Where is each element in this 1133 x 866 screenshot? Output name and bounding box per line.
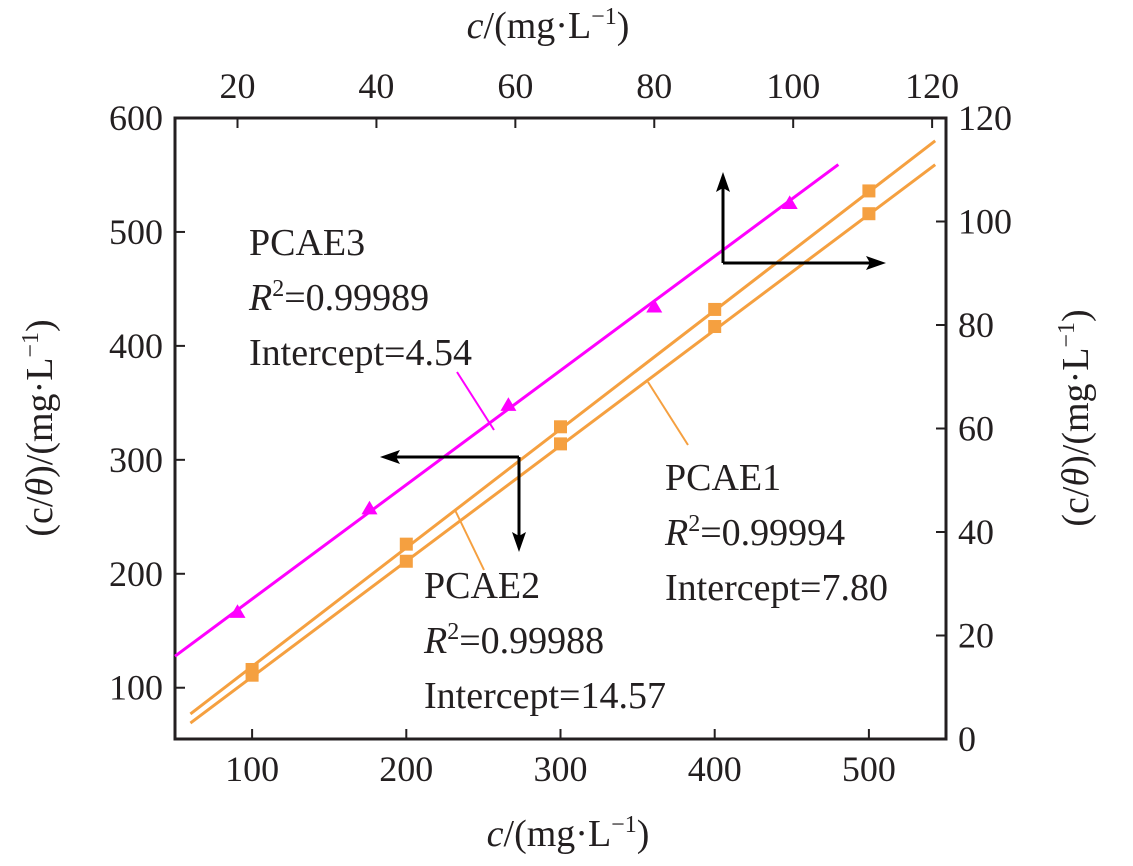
left-tick-label: 300: [109, 440, 163, 480]
top-axis-title: c/(mg·L−1): [467, 4, 630, 47]
right-axis-title: (c/θ)/(mg·L−1): [1054, 309, 1097, 526]
pcae2-point: [399, 537, 413, 551]
pcae3-point: [500, 397, 517, 411]
left-axis-title: (c/θ)/(mg·L−1): [18, 319, 61, 536]
pcae1-leader-line: [647, 381, 689, 446]
pcae2-point: [554, 420, 567, 434]
left-tick-label: 500: [109, 212, 163, 252]
pcae3-leader-line: [456, 371, 495, 431]
right-tick-label: 80: [958, 305, 994, 345]
bottom-tick-label: 200: [379, 749, 433, 789]
right-tick-label: 120: [958, 98, 1012, 138]
pcae1-point: [554, 437, 567, 451]
left-tick-label: 600: [109, 98, 163, 138]
bottom-left-axes-arrow: [380, 450, 526, 552]
bottom-tick-label: 100: [225, 749, 279, 789]
right-tick-label: 0: [958, 719, 976, 759]
pcae1-point: [399, 554, 413, 568]
left-tick-label: 200: [109, 554, 163, 594]
bottom-tick-label: 400: [688, 749, 742, 789]
top-tick-label: 60: [497, 66, 533, 106]
axis-ticks: [175, 117, 946, 740]
pcae2-leader-line: [454, 509, 485, 571]
pcae3-r2: R2=0.99989: [248, 276, 429, 319]
pcae1-name: PCAE1: [665, 457, 781, 499]
pcae3-point: [361, 500, 378, 515]
right-tick-label: 100: [958, 202, 1012, 242]
pcae3-point: [781, 195, 798, 209]
pcae1-point: [245, 668, 259, 682]
left-tick-label: 400: [109, 326, 163, 366]
pcae2-point: [862, 184, 876, 198]
pcae2-annotation: PCAE2 R2=0.99988 Intercept=14.57: [423, 565, 666, 717]
pcae1-annotation: PCAE1 R2=0.99994 Intercept=7.80: [664, 457, 888, 609]
right-tick-label: 20: [958, 616, 994, 656]
top-tick-label: 120: [905, 66, 959, 106]
bottom-tick-label: 500: [842, 749, 896, 789]
top-tick-label: 100: [766, 66, 820, 106]
left-tick-label: 100: [109, 668, 163, 708]
data-markers: [229, 184, 876, 682]
pcae3-point: [229, 604, 246, 618]
right-tick-label: 60: [958, 409, 994, 449]
pcae3-name: PCAE3: [249, 222, 365, 264]
pcae1-intercept: Intercept=7.80: [665, 567, 888, 609]
pcae3-point: [646, 298, 663, 313]
pcae1-r2: R2=0.99994: [664, 511, 845, 554]
pcae3-intercept: Intercept=4.54: [249, 332, 472, 374]
pcae2-name: PCAE2: [424, 565, 540, 607]
pcae2-intercept: Intercept=14.57: [424, 675, 666, 717]
pcae1-point: [862, 207, 876, 221]
bottom-axis-title: c/(mg·L−1): [487, 812, 650, 855]
pcae3-annotation: PCAE3 R2=0.99989 Intercept=4.54: [248, 222, 472, 374]
top-tick-label: 80: [636, 66, 672, 106]
top-right-axes-arrow: [716, 172, 886, 270]
top-tick-label: 40: [358, 66, 394, 106]
bottom-tick-label: 300: [534, 749, 588, 789]
top-tick-label: 20: [220, 66, 256, 106]
pcae2-r2: R2=0.99988: [423, 619, 604, 662]
pcae2-point: [708, 302, 722, 316]
pcae1-point: [708, 320, 722, 334]
right-tick-label: 40: [958, 512, 994, 552]
